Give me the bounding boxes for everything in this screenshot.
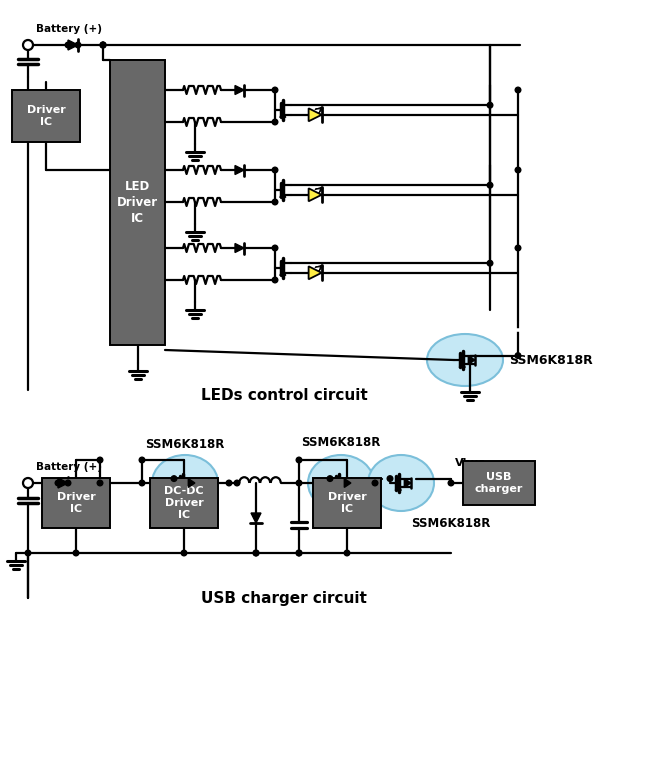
Bar <box>313 478 381 528</box>
Circle shape <box>487 183 493 188</box>
Circle shape <box>327 476 333 482</box>
Circle shape <box>515 353 521 359</box>
Polygon shape <box>309 266 321 280</box>
Bar <box>110 60 165 345</box>
Circle shape <box>272 167 278 173</box>
Polygon shape <box>309 188 321 201</box>
Bar <box>12 90 80 142</box>
Circle shape <box>272 245 278 251</box>
Text: Driver
IC: Driver IC <box>57 492 96 515</box>
Circle shape <box>75 42 81 48</box>
Text: Driver
IC: Driver IC <box>27 104 65 127</box>
Polygon shape <box>235 85 244 94</box>
Polygon shape <box>309 108 321 121</box>
Circle shape <box>387 476 393 482</box>
Circle shape <box>487 102 493 108</box>
Circle shape <box>181 550 187 556</box>
Circle shape <box>100 42 106 48</box>
Circle shape <box>344 550 350 556</box>
Circle shape <box>448 480 454 486</box>
Polygon shape <box>344 478 351 488</box>
Circle shape <box>100 42 106 48</box>
Polygon shape <box>188 478 195 488</box>
Text: Driver
IC: Driver IC <box>327 492 366 515</box>
Polygon shape <box>235 165 244 174</box>
Circle shape <box>372 480 378 486</box>
Text: USB charger circuit: USB charger circuit <box>201 591 367 605</box>
Circle shape <box>139 480 145 486</box>
Ellipse shape <box>427 334 503 386</box>
Text: SSM6K818R: SSM6K818R <box>509 353 593 366</box>
Bar <box>42 478 110 528</box>
Circle shape <box>515 245 521 251</box>
Circle shape <box>25 550 31 556</box>
Circle shape <box>253 550 259 556</box>
Polygon shape <box>68 40 78 50</box>
Circle shape <box>515 167 521 173</box>
Text: LED
Driver
IC: LED Driver IC <box>117 180 158 225</box>
Ellipse shape <box>368 455 434 511</box>
Circle shape <box>73 550 79 556</box>
Circle shape <box>296 550 302 556</box>
Circle shape <box>98 480 103 486</box>
Bar <box>463 461 535 505</box>
Text: SSM6K818R: SSM6K818R <box>411 517 490 530</box>
Polygon shape <box>58 478 68 488</box>
Circle shape <box>100 42 106 48</box>
Text: DC-DC
Driver
IC: DC-DC Driver IC <box>164 485 204 521</box>
Text: Battery (+): Battery (+) <box>36 24 102 34</box>
Circle shape <box>272 119 278 124</box>
Circle shape <box>55 480 61 486</box>
Polygon shape <box>404 478 411 488</box>
Circle shape <box>296 480 302 486</box>
Polygon shape <box>251 513 261 523</box>
Circle shape <box>515 88 521 93</box>
Circle shape <box>171 476 177 482</box>
Ellipse shape <box>308 455 374 511</box>
Circle shape <box>296 457 302 463</box>
Ellipse shape <box>152 455 218 511</box>
Text: USB
charger: USB charger <box>475 472 523 494</box>
Circle shape <box>487 260 493 266</box>
Circle shape <box>253 550 259 556</box>
Text: Battery (+): Battery (+) <box>36 462 102 472</box>
Text: SSM6K818R: SSM6K818R <box>301 436 381 449</box>
Circle shape <box>226 480 232 486</box>
Polygon shape <box>235 243 244 253</box>
Text: LEDs control circuit: LEDs control circuit <box>200 388 367 402</box>
Circle shape <box>272 88 278 93</box>
Text: SSM6K818R: SSM6K818R <box>146 438 224 451</box>
Circle shape <box>65 480 71 486</box>
Circle shape <box>98 457 103 463</box>
Circle shape <box>65 42 71 48</box>
Circle shape <box>272 199 278 205</box>
Polygon shape <box>468 356 475 364</box>
Circle shape <box>296 550 302 556</box>
Text: Vbus: Vbus <box>455 458 486 468</box>
Circle shape <box>272 277 278 283</box>
Bar <box>150 478 218 528</box>
Circle shape <box>234 480 240 486</box>
Circle shape <box>139 457 145 463</box>
